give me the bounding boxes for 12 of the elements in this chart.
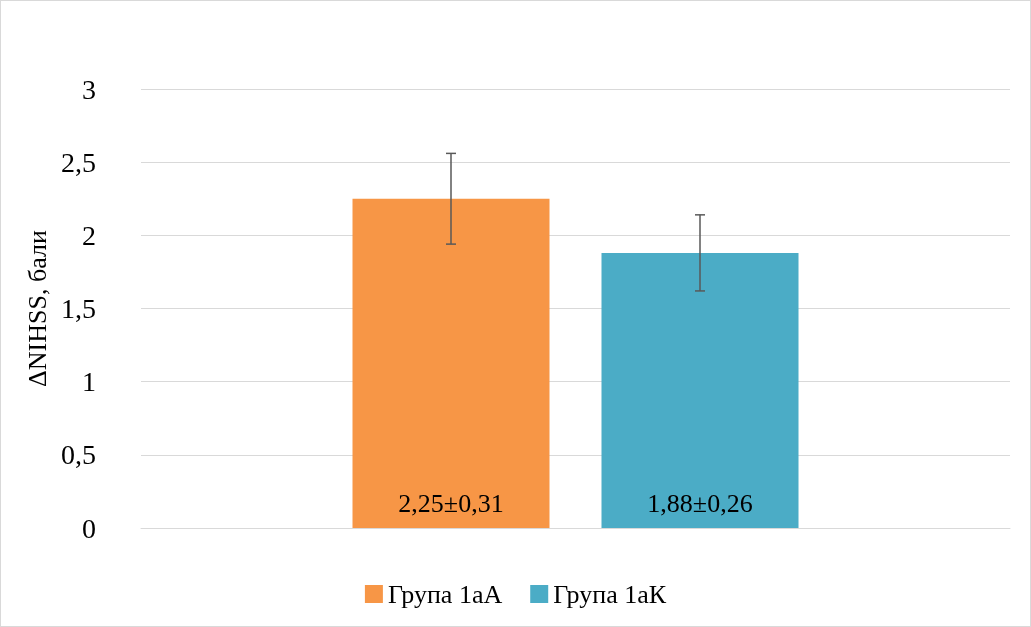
data-label: 1,88±0,26 [647, 488, 753, 518]
y-tick-label: 0,5 [61, 439, 96, 471]
legend-label: Група 1аК [553, 579, 667, 609]
y-tick-label: 1,5 [61, 293, 96, 324]
y-axis-title: ΔNIHSS, бали [22, 230, 52, 387]
y-tick-label: 2 [82, 219, 96, 251]
y-tick-label: 3 [82, 73, 96, 105]
y-tick-label: 1 [82, 366, 96, 398]
legend-label: Група 1аА [387, 579, 503, 609]
y-tick-label: 0 [82, 512, 96, 544]
y-tick-label: 2,5 [61, 146, 96, 178]
data-label: 2,25±0,31 [398, 488, 504, 518]
